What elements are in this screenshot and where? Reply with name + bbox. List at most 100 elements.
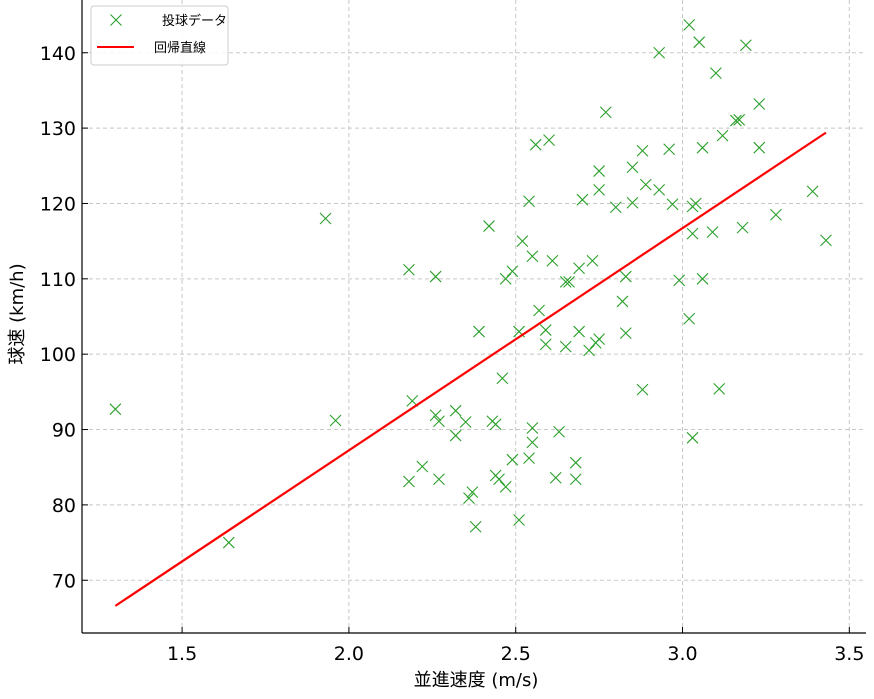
data-point xyxy=(736,221,749,234)
y-tick-label: 110 xyxy=(40,269,76,291)
data-point xyxy=(506,265,519,278)
data-point xyxy=(619,327,632,339)
data-point xyxy=(576,193,589,206)
data-point xyxy=(463,492,475,504)
x-tick-label: 3.5 xyxy=(834,643,864,665)
data-point xyxy=(466,486,479,498)
data-point xyxy=(489,418,502,431)
data-point xyxy=(573,325,585,338)
data-point xyxy=(459,416,472,428)
regression-line xyxy=(114,131,827,607)
data-point xyxy=(683,312,696,325)
legend-x-marker xyxy=(110,14,122,26)
data-point xyxy=(713,382,726,395)
data-point xyxy=(526,250,539,263)
data-point xyxy=(449,429,462,442)
data-point xyxy=(673,274,686,287)
data-point xyxy=(636,144,649,157)
data-point xyxy=(730,114,742,127)
data-point xyxy=(449,404,462,417)
data-point xyxy=(770,208,782,221)
data-point xyxy=(569,473,582,486)
data-point xyxy=(616,295,629,308)
data-point xyxy=(513,514,525,526)
data-point xyxy=(619,270,632,283)
data-point xyxy=(820,234,832,247)
data-point xyxy=(599,106,612,119)
data-point xyxy=(546,254,559,267)
data-point xyxy=(403,475,415,488)
data-point xyxy=(563,275,575,288)
data-point xyxy=(473,325,485,338)
data-point xyxy=(706,226,719,238)
data-point xyxy=(686,431,699,444)
x-axis-title: 並進速度 (m/s) xyxy=(414,670,539,691)
data-point xyxy=(543,134,555,147)
data-point xyxy=(609,201,622,214)
y-tick-label: 130 xyxy=(40,118,76,140)
data-point xyxy=(559,275,572,288)
data-point xyxy=(593,184,605,196)
data-point xyxy=(753,98,766,110)
data-point xyxy=(319,212,332,225)
data-point xyxy=(553,425,565,438)
data-point xyxy=(539,324,552,336)
data-point xyxy=(499,272,512,285)
data-point xyxy=(433,473,445,486)
x-tick-label: 2.5 xyxy=(501,643,531,665)
data-point xyxy=(626,161,639,174)
data-point xyxy=(559,340,572,353)
data-point xyxy=(329,414,342,427)
data-point xyxy=(709,67,722,79)
x-tick-label: 2.0 xyxy=(334,643,364,665)
y-axis-title: 球速 (km/h) xyxy=(7,263,28,364)
data-point xyxy=(569,456,582,469)
data-point xyxy=(733,113,746,126)
y-tick-label: 90 xyxy=(52,420,76,442)
data-point xyxy=(429,409,442,422)
legend: 投球データ 回帰直線 xyxy=(90,5,229,66)
data-point xyxy=(403,263,415,276)
legend-label-line: 回帰直線 xyxy=(154,40,206,56)
data-point xyxy=(626,196,639,209)
grid-layer xyxy=(82,0,866,633)
data-point xyxy=(429,270,442,283)
data-point xyxy=(586,254,599,267)
data-point xyxy=(493,473,505,486)
data-point xyxy=(539,338,552,351)
data-point xyxy=(499,480,512,493)
data-point xyxy=(506,453,519,466)
data-point xyxy=(753,141,766,154)
data-point xyxy=(533,304,545,317)
data-point xyxy=(573,262,585,275)
legend-marker-scatter xyxy=(110,14,122,26)
x-tick-label: 3.0 xyxy=(667,643,697,665)
data-point xyxy=(109,403,122,416)
y-tick-label: 100 xyxy=(40,344,76,366)
data-point xyxy=(716,129,729,142)
data-point xyxy=(469,520,482,533)
data-point xyxy=(526,422,539,434)
data-point xyxy=(583,344,595,357)
data-layer xyxy=(109,18,832,607)
tick-layer: 1.5 2.0 2.5 3.0 3.5 70 80 90 100 110 120 130 140 xyxy=(40,43,865,665)
data-point xyxy=(663,143,676,156)
data-point xyxy=(483,220,495,232)
data-point xyxy=(529,138,542,151)
legend-label-scatter: 投球データ xyxy=(162,13,227,29)
data-point xyxy=(636,383,649,396)
data-point xyxy=(740,39,752,52)
legend-box xyxy=(90,5,229,66)
data-point xyxy=(526,436,539,449)
data-point xyxy=(523,452,535,465)
data-point xyxy=(222,536,235,549)
x-tick-label: 1.5 xyxy=(167,643,197,665)
data-point xyxy=(593,165,605,177)
data-point xyxy=(683,18,696,31)
y-tick-label: 120 xyxy=(40,193,76,215)
data-point xyxy=(686,227,699,240)
data-point xyxy=(693,36,706,49)
axes-layer xyxy=(81,0,866,634)
data-point xyxy=(653,46,666,59)
